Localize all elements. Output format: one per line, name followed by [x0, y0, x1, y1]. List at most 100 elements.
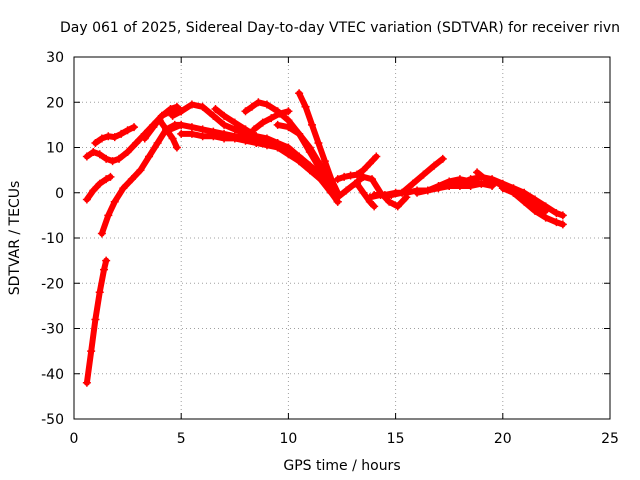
data-point [241, 107, 250, 116]
data-point [520, 193, 529, 202]
data-point [445, 181, 454, 190]
y-tick-label: -40 [41, 367, 64, 383]
data-point [177, 129, 186, 138]
data-point [241, 125, 250, 134]
data-series [82, 89, 567, 387]
data-point [353, 179, 362, 188]
data-point [541, 213, 550, 222]
data-point [130, 123, 139, 132]
data-point [267, 114, 276, 123]
data-point [284, 150, 293, 159]
data-point [95, 150, 104, 159]
series-arc-07 [156, 117, 180, 151]
y-tick-label: -10 [41, 231, 64, 247]
data-point [97, 134, 106, 143]
data-point [393, 202, 402, 211]
data-point [97, 229, 106, 238]
data-point [314, 138, 323, 147]
data-point [102, 154, 111, 163]
data-point [252, 138, 261, 147]
x-tick-label: 15 [387, 431, 405, 447]
data-point [552, 209, 561, 218]
x-tick-label: 20 [494, 431, 512, 447]
data-point [82, 195, 91, 204]
data-point [434, 181, 443, 190]
data-point [108, 157, 117, 166]
data-point [104, 211, 113, 220]
data-point [509, 188, 518, 197]
data-point [149, 123, 158, 132]
data-point [359, 172, 368, 181]
data-point [102, 175, 111, 184]
y-axis-label: SDTVAR / TECUs [7, 181, 23, 296]
data-point [220, 120, 229, 129]
y-tick-label: 0 [55, 186, 64, 202]
data-point [220, 134, 229, 143]
y-tick-label: -20 [41, 276, 64, 292]
plot-frame [73, 56, 611, 420]
data-point [316, 161, 325, 170]
y-tick-label: -30 [41, 322, 64, 338]
data-point [123, 126, 132, 135]
data-point [110, 197, 119, 206]
x-tick-label: 0 [70, 431, 79, 447]
data-point [320, 157, 329, 166]
data-point [153, 138, 162, 147]
data-point [413, 188, 422, 197]
data-point [295, 89, 304, 98]
data-point [89, 186, 98, 195]
data-point [380, 191, 389, 200]
data-point [295, 129, 304, 138]
data-point [262, 100, 271, 109]
x-axis-label: GPS time / hours [283, 458, 400, 474]
data-point [145, 152, 154, 161]
data-point [258, 118, 267, 127]
data-point [230, 125, 239, 134]
data-point [408, 179, 417, 188]
data-point [498, 184, 507, 193]
data-point [127, 175, 136, 184]
data-point [305, 166, 314, 175]
data-point [419, 170, 428, 179]
data-point [333, 193, 342, 202]
data-point [209, 111, 218, 120]
data-point [333, 175, 342, 184]
chart-title: Day 061 of 2025, Sidereal Day-to-day VTE… [60, 20, 620, 36]
data-point [211, 105, 220, 114]
data-point [252, 132, 261, 141]
data-point [89, 148, 98, 157]
data-point [391, 188, 400, 197]
data-point [95, 288, 104, 297]
data-point [295, 157, 304, 166]
data-point [370, 202, 379, 211]
data-point [273, 120, 282, 129]
data-point [385, 197, 394, 206]
y-axis-ticks: -50 -40 -30 -20 -10 0 10 20 30 [41, 50, 610, 428]
data-point [230, 118, 239, 127]
data-point [455, 179, 464, 188]
data-point [123, 148, 132, 157]
data-point [155, 116, 164, 125]
data-point [95, 179, 104, 188]
data-point [172, 102, 181, 111]
data-point [262, 138, 271, 147]
data-point [132, 138, 141, 147]
data-point [110, 133, 119, 142]
data-point [353, 170, 362, 179]
data-point [275, 109, 284, 118]
x-tick-label: 5 [177, 431, 186, 447]
data-point [187, 100, 196, 109]
data-point [136, 166, 145, 175]
data-point [307, 120, 316, 129]
x-tick-label: 25 [601, 431, 619, 447]
data-point [368, 175, 377, 184]
data-point [91, 315, 100, 324]
data-point [301, 102, 310, 111]
data-point [340, 172, 349, 181]
data-point [284, 116, 293, 125]
data-point [247, 102, 256, 111]
data-point [187, 129, 196, 138]
data-point [91, 138, 100, 147]
data-point [82, 152, 91, 161]
